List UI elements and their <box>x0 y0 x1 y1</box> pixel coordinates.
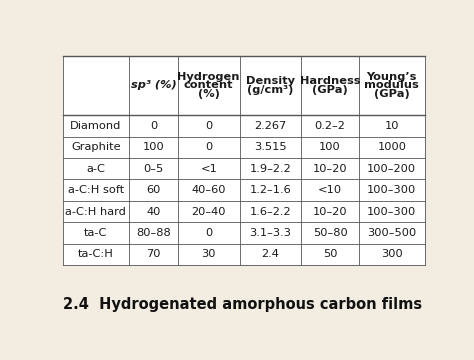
Text: (GPa): (GPa) <box>374 89 410 99</box>
Text: modulus: modulus <box>365 81 419 90</box>
Text: 50–80: 50–80 <box>313 228 347 238</box>
Text: 1.6–2.2: 1.6–2.2 <box>250 207 291 216</box>
Text: 0–5: 0–5 <box>143 164 164 174</box>
Text: 0: 0 <box>205 228 212 238</box>
Text: 0: 0 <box>205 121 212 131</box>
Text: 100–200: 100–200 <box>367 164 416 174</box>
Text: 30: 30 <box>201 249 216 259</box>
Text: (%): (%) <box>198 89 219 99</box>
Text: (g/cm³): (g/cm³) <box>247 85 293 95</box>
Text: 300–500: 300–500 <box>367 228 416 238</box>
Text: content: content <box>184 81 234 90</box>
Text: ta-C:H: ta-C:H <box>78 249 114 259</box>
Text: 0: 0 <box>205 143 212 152</box>
Text: a-C:H soft: a-C:H soft <box>68 185 124 195</box>
Text: 0.2–2: 0.2–2 <box>315 121 346 131</box>
Text: 20–40: 20–40 <box>191 207 226 216</box>
Text: 3.1–3.3: 3.1–3.3 <box>249 228 292 238</box>
Text: 1.2–1.6: 1.2–1.6 <box>250 185 292 195</box>
Text: Graphite: Graphite <box>71 143 121 152</box>
Bar <box>63 56 425 265</box>
Text: <1: <1 <box>201 164 217 174</box>
Text: 0: 0 <box>150 121 157 131</box>
Text: 2.4  Hydrogenated amorphous carbon films: 2.4 Hydrogenated amorphous carbon films <box>63 297 422 312</box>
Text: Young’s: Young’s <box>366 72 417 82</box>
Text: a-C: a-C <box>86 164 105 174</box>
Text: 100–300: 100–300 <box>367 185 416 195</box>
Text: 40: 40 <box>146 207 161 216</box>
Text: <10: <10 <box>318 185 342 195</box>
Text: 70: 70 <box>146 249 161 259</box>
Text: 300: 300 <box>381 249 402 259</box>
Text: 3.515: 3.515 <box>254 143 287 152</box>
Text: a-C:H hard: a-C:H hard <box>65 207 127 216</box>
Text: sp³ (%): sp³ (%) <box>130 81 176 90</box>
Text: 40–60: 40–60 <box>191 185 226 195</box>
Text: 100: 100 <box>143 143 164 152</box>
Text: 2.4: 2.4 <box>262 249 279 259</box>
Text: 10–20: 10–20 <box>313 207 347 216</box>
Text: Density: Density <box>246 76 295 86</box>
Text: (GPa): (GPa) <box>312 85 348 95</box>
Text: 10–20: 10–20 <box>313 164 347 174</box>
Text: Hydrogen: Hydrogen <box>177 72 240 82</box>
Text: 10: 10 <box>384 121 399 131</box>
Text: Hardness: Hardness <box>300 76 360 86</box>
Text: 100: 100 <box>319 143 341 152</box>
Text: 100–300: 100–300 <box>367 207 416 216</box>
Text: 2.267: 2.267 <box>255 121 287 131</box>
Text: Diamond: Diamond <box>70 121 122 131</box>
Text: 80–88: 80–88 <box>136 228 171 238</box>
Text: ta-C: ta-C <box>84 228 108 238</box>
Text: 60: 60 <box>146 185 161 195</box>
Text: 50: 50 <box>323 249 337 259</box>
Text: 1.9–2.2: 1.9–2.2 <box>250 164 292 174</box>
Text: 1000: 1000 <box>377 143 406 152</box>
